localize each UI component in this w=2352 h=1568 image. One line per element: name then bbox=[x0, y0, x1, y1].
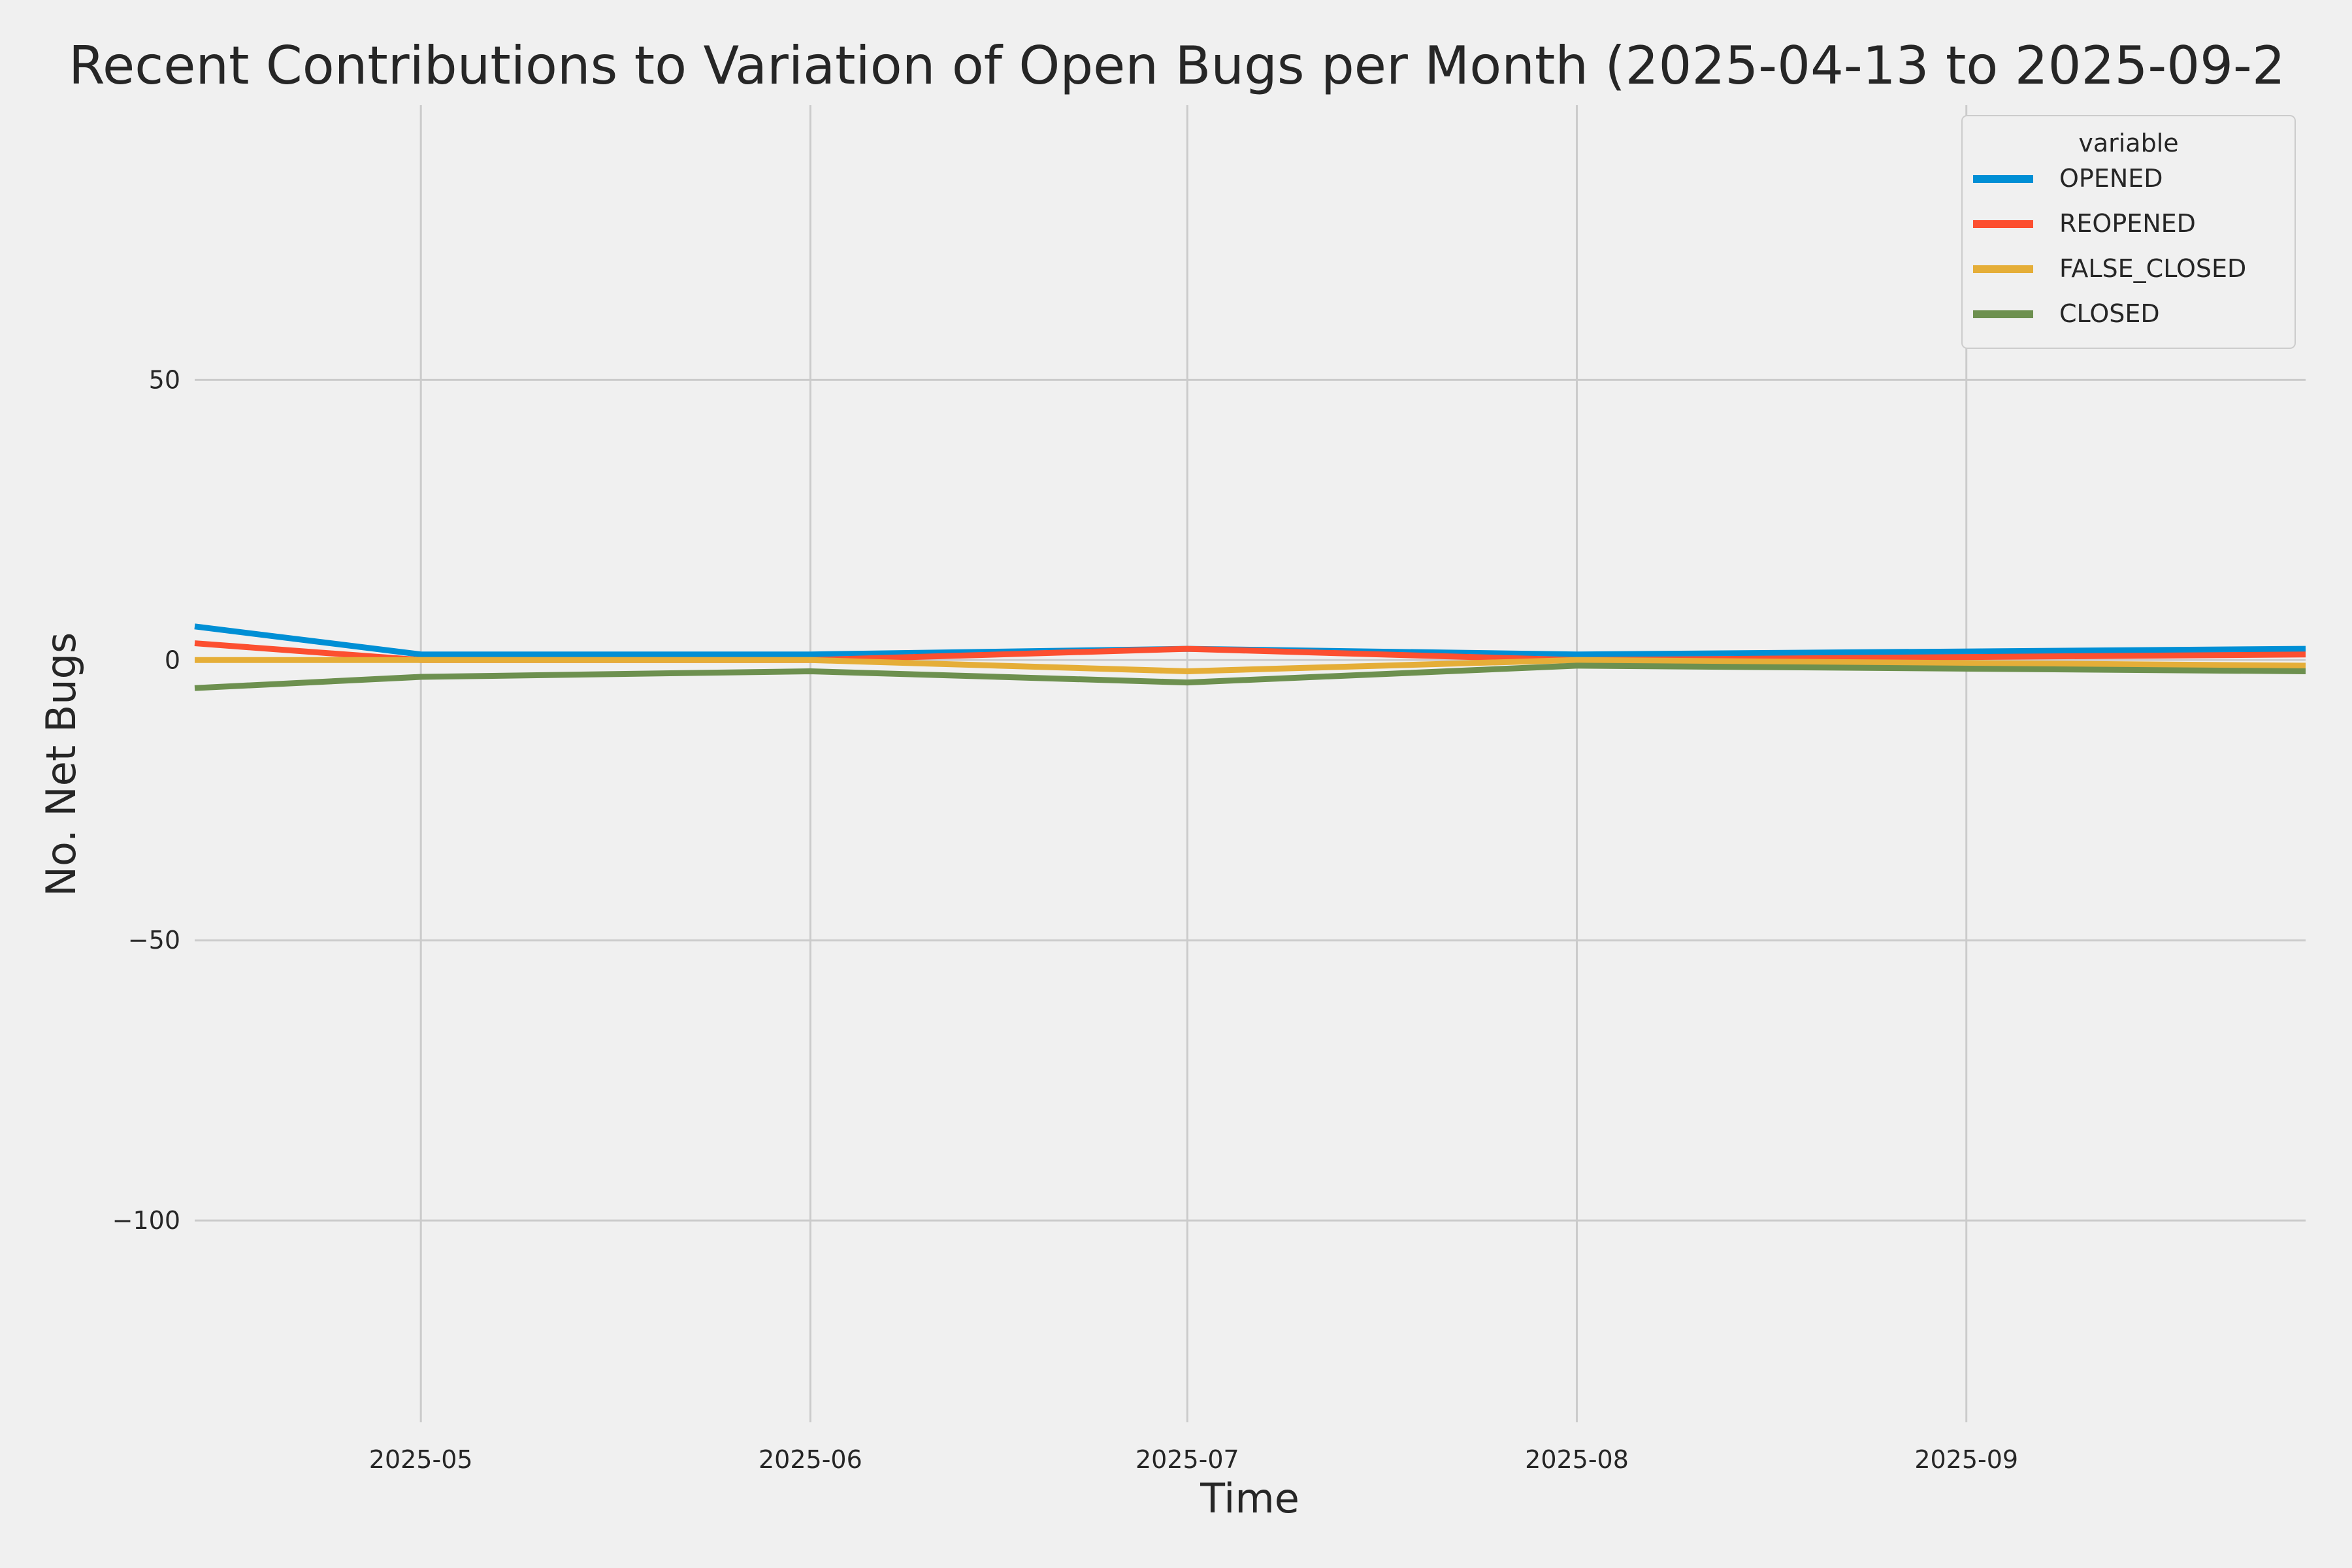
series-line-closed bbox=[194, 662, 2306, 691]
x-tick-label: 2025-09 bbox=[1914, 1445, 2018, 1474]
x-tick-label: 2025-07 bbox=[1135, 1445, 1239, 1474]
y-tick-label: 0 bbox=[165, 645, 180, 674]
legend-box bbox=[1961, 115, 2296, 349]
x-tick-label: 2025-05 bbox=[369, 1445, 473, 1474]
legend-entry: FALSE_CLOSED bbox=[2059, 254, 2246, 283]
tick-labels: 2025-05 2025-06 2025-07 2025-08 2025-09 50 0 −5… bbox=[112, 365, 2018, 1474]
series-lines bbox=[194, 623, 2306, 691]
chart-title: Recent Contributions to Variation of Ope… bbox=[69, 35, 2285, 96]
legend-title: variable bbox=[2078, 129, 2178, 157]
legend-entry: REOPENED bbox=[2059, 209, 2196, 238]
x-axis-label: Time bbox=[1200, 1475, 1299, 1522]
legend: variable OPENED REOPENED FALSE_CLOSED CLOSE… bbox=[1961, 115, 2296, 349]
series-line-false-closed bbox=[195, 657, 2306, 674]
y-tick-label: 50 bbox=[149, 365, 180, 394]
y-tick-label: −50 bbox=[128, 926, 180, 955]
y-tick-label: −100 bbox=[112, 1206, 180, 1235]
x-tick-label: 2025-08 bbox=[1525, 1445, 1629, 1474]
x-tick-label: 2025-06 bbox=[759, 1445, 862, 1474]
y-axis-label: No. Net Bugs bbox=[37, 632, 85, 897]
legend-entry: OPENED bbox=[2059, 164, 2163, 193]
legend-entry: CLOSED bbox=[2059, 299, 2160, 328]
